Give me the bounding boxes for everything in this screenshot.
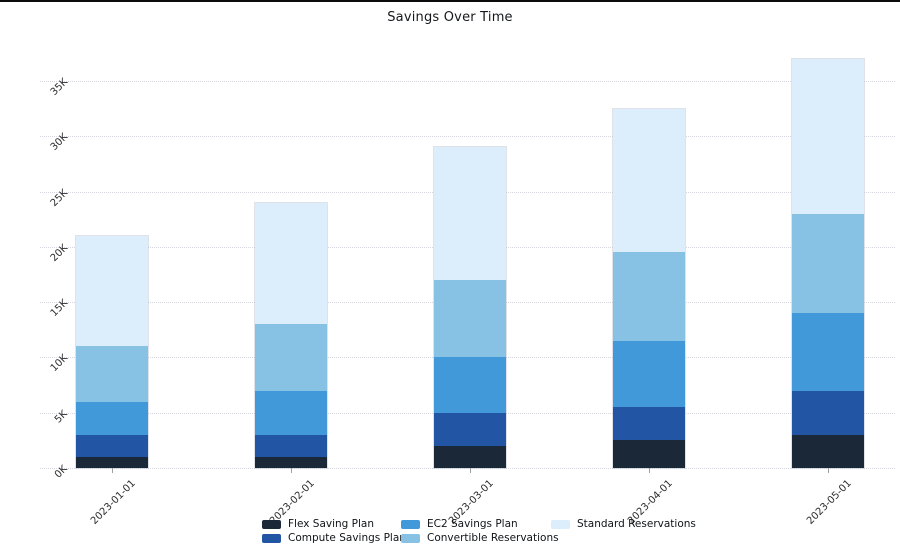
bar-segment-ec2-savings-plan[interactable] bbox=[792, 313, 864, 391]
x-axis-tick bbox=[291, 468, 292, 473]
bar-segment-compute-savings-plan[interactable] bbox=[792, 390, 864, 435]
bar-segment-ec2-savings-plan[interactable] bbox=[613, 340, 685, 408]
bar-segment-ec2-savings-plan[interactable] bbox=[255, 390, 327, 435]
bar-segment-convertible-reservations[interactable] bbox=[792, 213, 864, 314]
x-axis-tick bbox=[470, 468, 471, 473]
y-axis-tick-label: 15K bbox=[48, 297, 70, 320]
bar-segment-flex-saving-plan[interactable] bbox=[792, 434, 864, 468]
bar-segment-flex-saving-plan[interactable] bbox=[613, 440, 685, 468]
bar-segment-standard-reservations[interactable] bbox=[613, 108, 685, 253]
bar-segment-standard-reservations[interactable] bbox=[434, 147, 506, 280]
bar-2023-02-01[interactable] bbox=[255, 202, 327, 468]
x-axis-tick bbox=[649, 468, 650, 473]
bar-2023-04-01[interactable] bbox=[613, 108, 685, 468]
bar-segment-compute-savings-plan[interactable] bbox=[434, 412, 506, 446]
legend-swatch-icon bbox=[262, 519, 281, 529]
legend-swatch-icon bbox=[401, 533, 420, 543]
y-axis-tick-label: 35K bbox=[48, 76, 70, 98]
x-axis-tick bbox=[112, 468, 113, 473]
legend-item-standard-reservations[interactable]: Standard Reservations bbox=[551, 518, 696, 530]
bar-segment-flex-saving-plan[interactable] bbox=[76, 456, 148, 468]
bar-2023-03-01[interactable] bbox=[434, 147, 506, 468]
legend-item-convertible-reservations[interactable]: Convertible Reservations bbox=[401, 532, 559, 544]
gridline bbox=[40, 80, 895, 82]
y-axis-tick-label: 30K bbox=[48, 131, 70, 154]
chart-title: Savings Over Time bbox=[387, 10, 513, 25]
bar-segment-convertible-reservations[interactable] bbox=[255, 324, 327, 391]
bar-segment-standard-reservations[interactable] bbox=[255, 202, 327, 325]
bar-segment-convertible-reservations[interactable] bbox=[76, 346, 148, 402]
x-axis-tick-label: 2023-05-01 bbox=[804, 478, 854, 527]
legend-swatch-icon bbox=[262, 533, 281, 543]
bar-segment-flex-saving-plan[interactable] bbox=[434, 445, 506, 468]
bar-segment-standard-reservations[interactable] bbox=[792, 58, 864, 214]
y-axis-tick-label: 20K bbox=[48, 242, 70, 264]
y-axis-tick-label: 25K bbox=[48, 187, 70, 209]
legend-label: Flex Saving Plan bbox=[288, 518, 375, 530]
y-axis-tick-label: 0K bbox=[52, 463, 70, 481]
bar-segment-ec2-savings-plan[interactable] bbox=[76, 401, 148, 435]
bar-segment-convertible-reservations[interactable] bbox=[613, 252, 685, 341]
gridline bbox=[40, 136, 895, 138]
legend-label: Compute Savings Plan bbox=[288, 532, 406, 544]
bar-segment-compute-savings-plan[interactable] bbox=[76, 434, 148, 457]
legend-label: Standard Reservations bbox=[577, 518, 696, 530]
gridline bbox=[40, 468, 895, 469]
legend-swatch-icon bbox=[551, 519, 570, 529]
x-axis-tick bbox=[828, 468, 829, 473]
legend-label: EC2 Savings Plan bbox=[427, 518, 518, 530]
bar-segment-convertible-reservations[interactable] bbox=[434, 279, 506, 358]
bar-segment-compute-savings-plan[interactable] bbox=[255, 434, 327, 457]
legend-item-ec2-savings-plan[interactable]: EC2 Savings Plan bbox=[401, 518, 518, 530]
legend-label: Convertible Reservations bbox=[427, 532, 559, 544]
bar-segment-standard-reservations[interactable] bbox=[76, 235, 148, 347]
bar-segment-ec2-savings-plan[interactable] bbox=[434, 357, 506, 413]
legend-item-compute-savings-plan[interactable]: Compute Savings Plan bbox=[262, 532, 406, 544]
x-axis-tick-label: 2023-01-01 bbox=[88, 478, 138, 527]
bar-segment-compute-savings-plan[interactable] bbox=[613, 407, 685, 441]
y-axis-tick-label: 5K bbox=[52, 408, 70, 426]
legend-swatch-icon bbox=[401, 519, 420, 529]
bar-2023-05-01[interactable] bbox=[792, 58, 864, 468]
y-axis-tick-label: 10K bbox=[48, 353, 70, 375]
bar-segment-flex-saving-plan[interactable] bbox=[255, 456, 327, 468]
bar-2023-01-01[interactable] bbox=[76, 235, 148, 468]
legend-item-flex-saving-plan[interactable]: Flex Saving Plan bbox=[262, 518, 374, 530]
